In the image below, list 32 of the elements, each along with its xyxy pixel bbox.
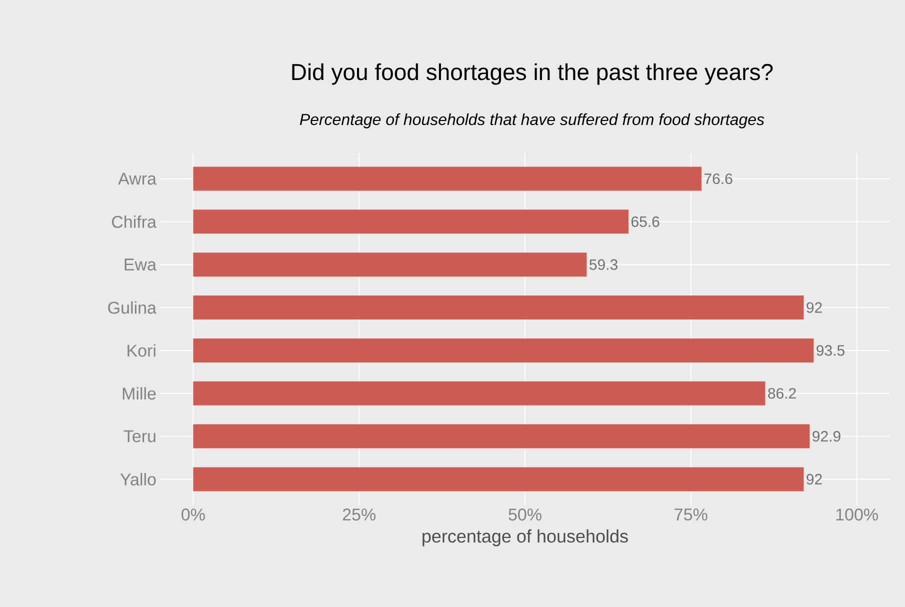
data-label: 65.6 — [631, 216, 660, 227]
bar — [193, 252, 587, 277]
y-tick-label: Yallo — [120, 473, 156, 486]
y-tick-label: Chifra — [112, 215, 156, 228]
x-tick-label: 50% — [508, 508, 542, 521]
y-tick-label: Teru — [124, 430, 156, 442]
chart-title: Did you food shortages in the past three years? — [292, 63, 773, 85]
chart-subtitle: Percentage of households that have suffered from food shortages — [300, 113, 764, 128]
y-tick-label: Ewa — [124, 258, 156, 271]
data-label: 92 — [806, 474, 822, 485]
bar — [193, 467, 804, 492]
data-label: 92 — [806, 302, 822, 313]
bar — [193, 210, 629, 234]
y-tick-label: Awra — [118, 172, 156, 185]
bar — [193, 296, 804, 320]
bar — [193, 166, 702, 191]
y-tick-label: Gulina — [108, 301, 156, 314]
x-tick-label: 0% — [182, 508, 205, 521]
y-tick-label: Mille — [122, 387, 156, 400]
data-label: 86.2 — [768, 388, 796, 399]
bar — [193, 424, 810, 448]
data-label: 93.5 — [816, 345, 844, 356]
data-label: 59.3 — [590, 259, 618, 270]
x-tick-label: 75% — [674, 508, 708, 520]
x-axis-title: percentage of households — [422, 529, 628, 546]
data-label: 92.9 — [812, 430, 840, 442]
x-tick-label: 100% — [836, 508, 878, 521]
bar — [193, 338, 814, 362]
y-tick-label: Kori — [128, 344, 156, 357]
x-tick-label: 25% — [342, 508, 376, 521]
data-label: 76.6 — [704, 173, 732, 184]
bar — [193, 381, 766, 406]
